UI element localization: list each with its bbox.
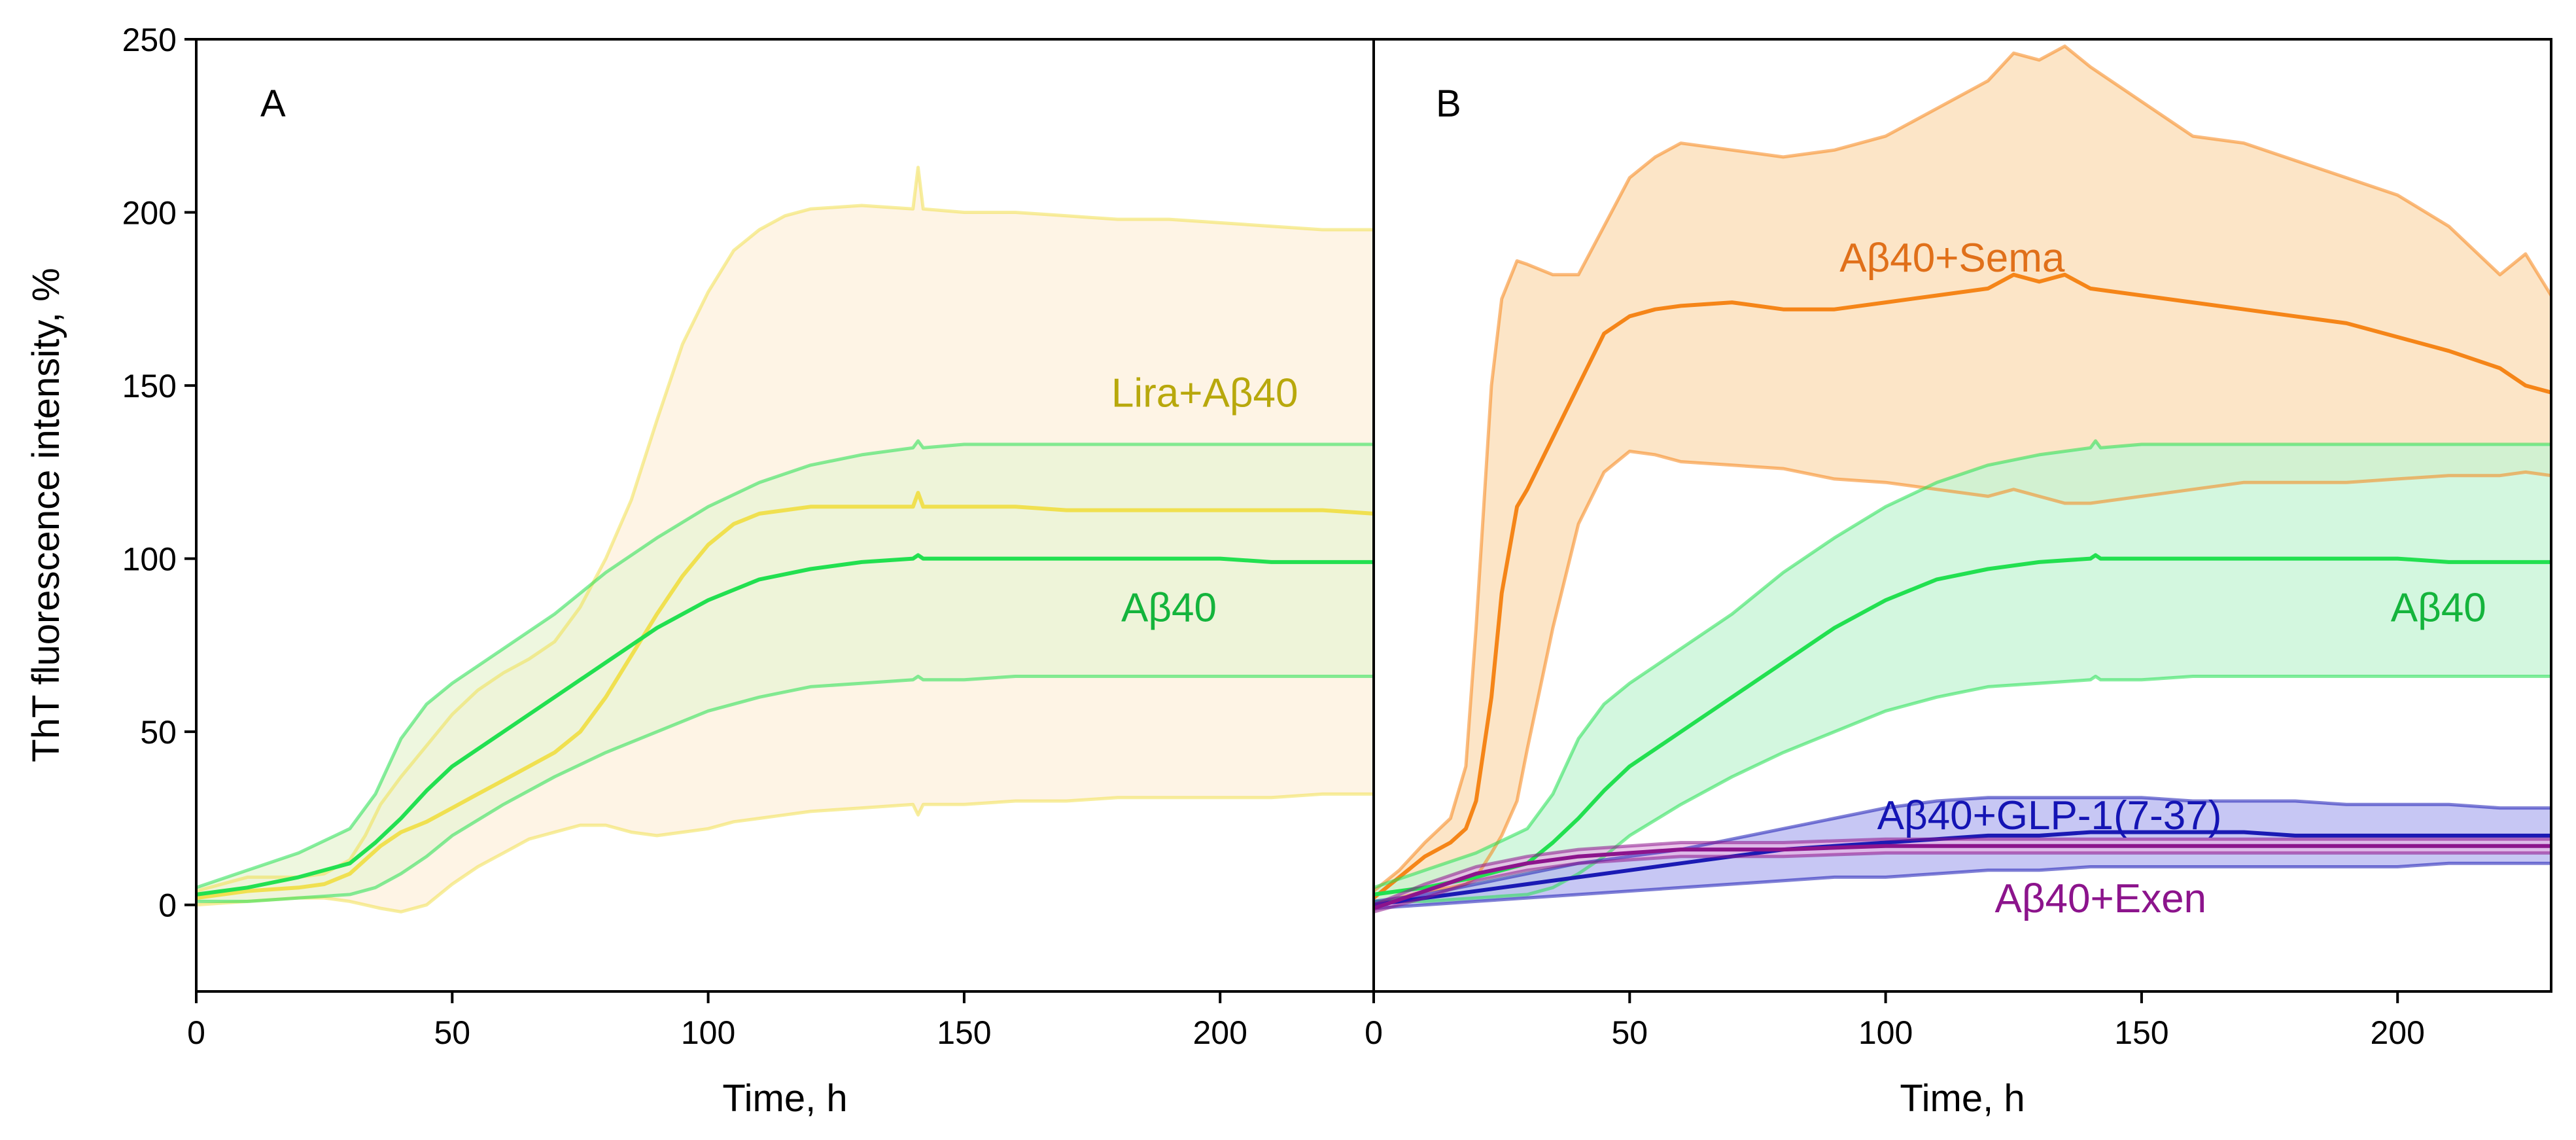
abeta40-exen-mean-line-b <box>1373 844 2551 910</box>
abeta40-exen-upper-line-b <box>1373 837 2551 907</box>
abeta40-glp-1-7-37-lower-line-b <box>1373 861 2551 910</box>
abeta40-exen-lower-line-b <box>1373 851 2551 914</box>
y-tick-label-100: 100 <box>122 541 177 578</box>
abeta40-sema-upper-line-b <box>1372 45 2553 893</box>
y-axis-title: ThT fluorescence intensity, % <box>25 268 67 762</box>
exen-label: Aβ40+Exen <box>1995 876 2207 921</box>
abeta40-lower-line-a <box>196 675 1374 903</box>
glp1-label: Aβ40+GLP-1(7-37) <box>1877 793 2222 838</box>
x-tick-label-b-100: 100 <box>1858 1014 1913 1051</box>
panel-a-x-axis-title: Time, h <box>722 1077 847 1120</box>
panel-a: 0 50 100 150 200 0 50 100 150 200 250 A Lira+Aβ40… <box>25 22 1375 1120</box>
panel-b: 0 50 100 150 200 B Aβ40+Sema Aβ40 Aβ40+GLP-1… <box>1365 38 2553 1120</box>
x-tick-label-a-200: 200 <box>1192 1014 1247 1051</box>
lira-abeta40-lower-line-a <box>196 792 1374 914</box>
panel-a-x-axis: 0 50 100 150 200 <box>187 991 1247 1051</box>
abeta40-upper-line-b <box>1373 439 2551 889</box>
y-tick-label-50: 50 <box>140 714 177 751</box>
abeta40-sema-lower-line-b <box>1373 450 2552 907</box>
x-tick-label-b-0: 0 <box>1365 1014 1383 1051</box>
lira-abeta40-mean-line-a <box>196 491 1374 900</box>
panel-b-frame <box>1372 38 2552 993</box>
panel-b-x-axis: 0 50 100 150 200 <box>1365 991 2425 1051</box>
x-tick-label-b-50: 50 <box>1611 1014 1648 1051</box>
panel-a-lines <box>196 166 1374 914</box>
y-tick-label-200: 200 <box>122 195 177 232</box>
panel-b-lines <box>1372 45 2553 914</box>
y-tick-label-0: 0 <box>158 887 177 924</box>
panel-a-y-axis: 0 50 100 150 200 250 <box>122 22 196 924</box>
panel-a-letter: A <box>260 82 286 125</box>
x-tick-label-b-150: 150 <box>2114 1014 2168 1051</box>
x-tick-label-a-150: 150 <box>937 1014 991 1051</box>
x-tick-label-a-100: 100 <box>681 1014 735 1051</box>
abeta40-mean-line-a <box>196 553 1374 897</box>
x-tick-label-a-0: 0 <box>187 1014 205 1051</box>
abeta40-upper-line-a <box>196 439 1374 889</box>
x-tick-label-b-200: 200 <box>2370 1014 2424 1051</box>
abeta40-mean-line-b <box>1373 553 2551 897</box>
x-tick-label-a-50: 50 <box>434 1014 470 1051</box>
abeta40-label-a: Aβ40 <box>1121 585 1217 630</box>
abeta40-glp-1-7-37-mean-line-b <box>1373 830 2551 907</box>
panel-b-letter: B <box>1436 82 1461 125</box>
abeta40-sema-mean-line-b <box>1372 272 2552 900</box>
lira-abeta40-label: Lira+Aβ40 <box>1111 370 1298 416</box>
lira-abeta40-upper-line-a <box>196 166 1374 893</box>
y-tick-label-150: 150 <box>122 368 177 404</box>
panel-b-x-axis-title: Time, h <box>1900 1077 2025 1120</box>
sema-label: Aβ40+Sema <box>1839 236 2065 281</box>
abeta40-band-b <box>1374 440 2551 902</box>
y-tick-label-250: 250 <box>122 22 177 58</box>
abeta40-label-b: Aβ40 <box>2391 585 2486 630</box>
